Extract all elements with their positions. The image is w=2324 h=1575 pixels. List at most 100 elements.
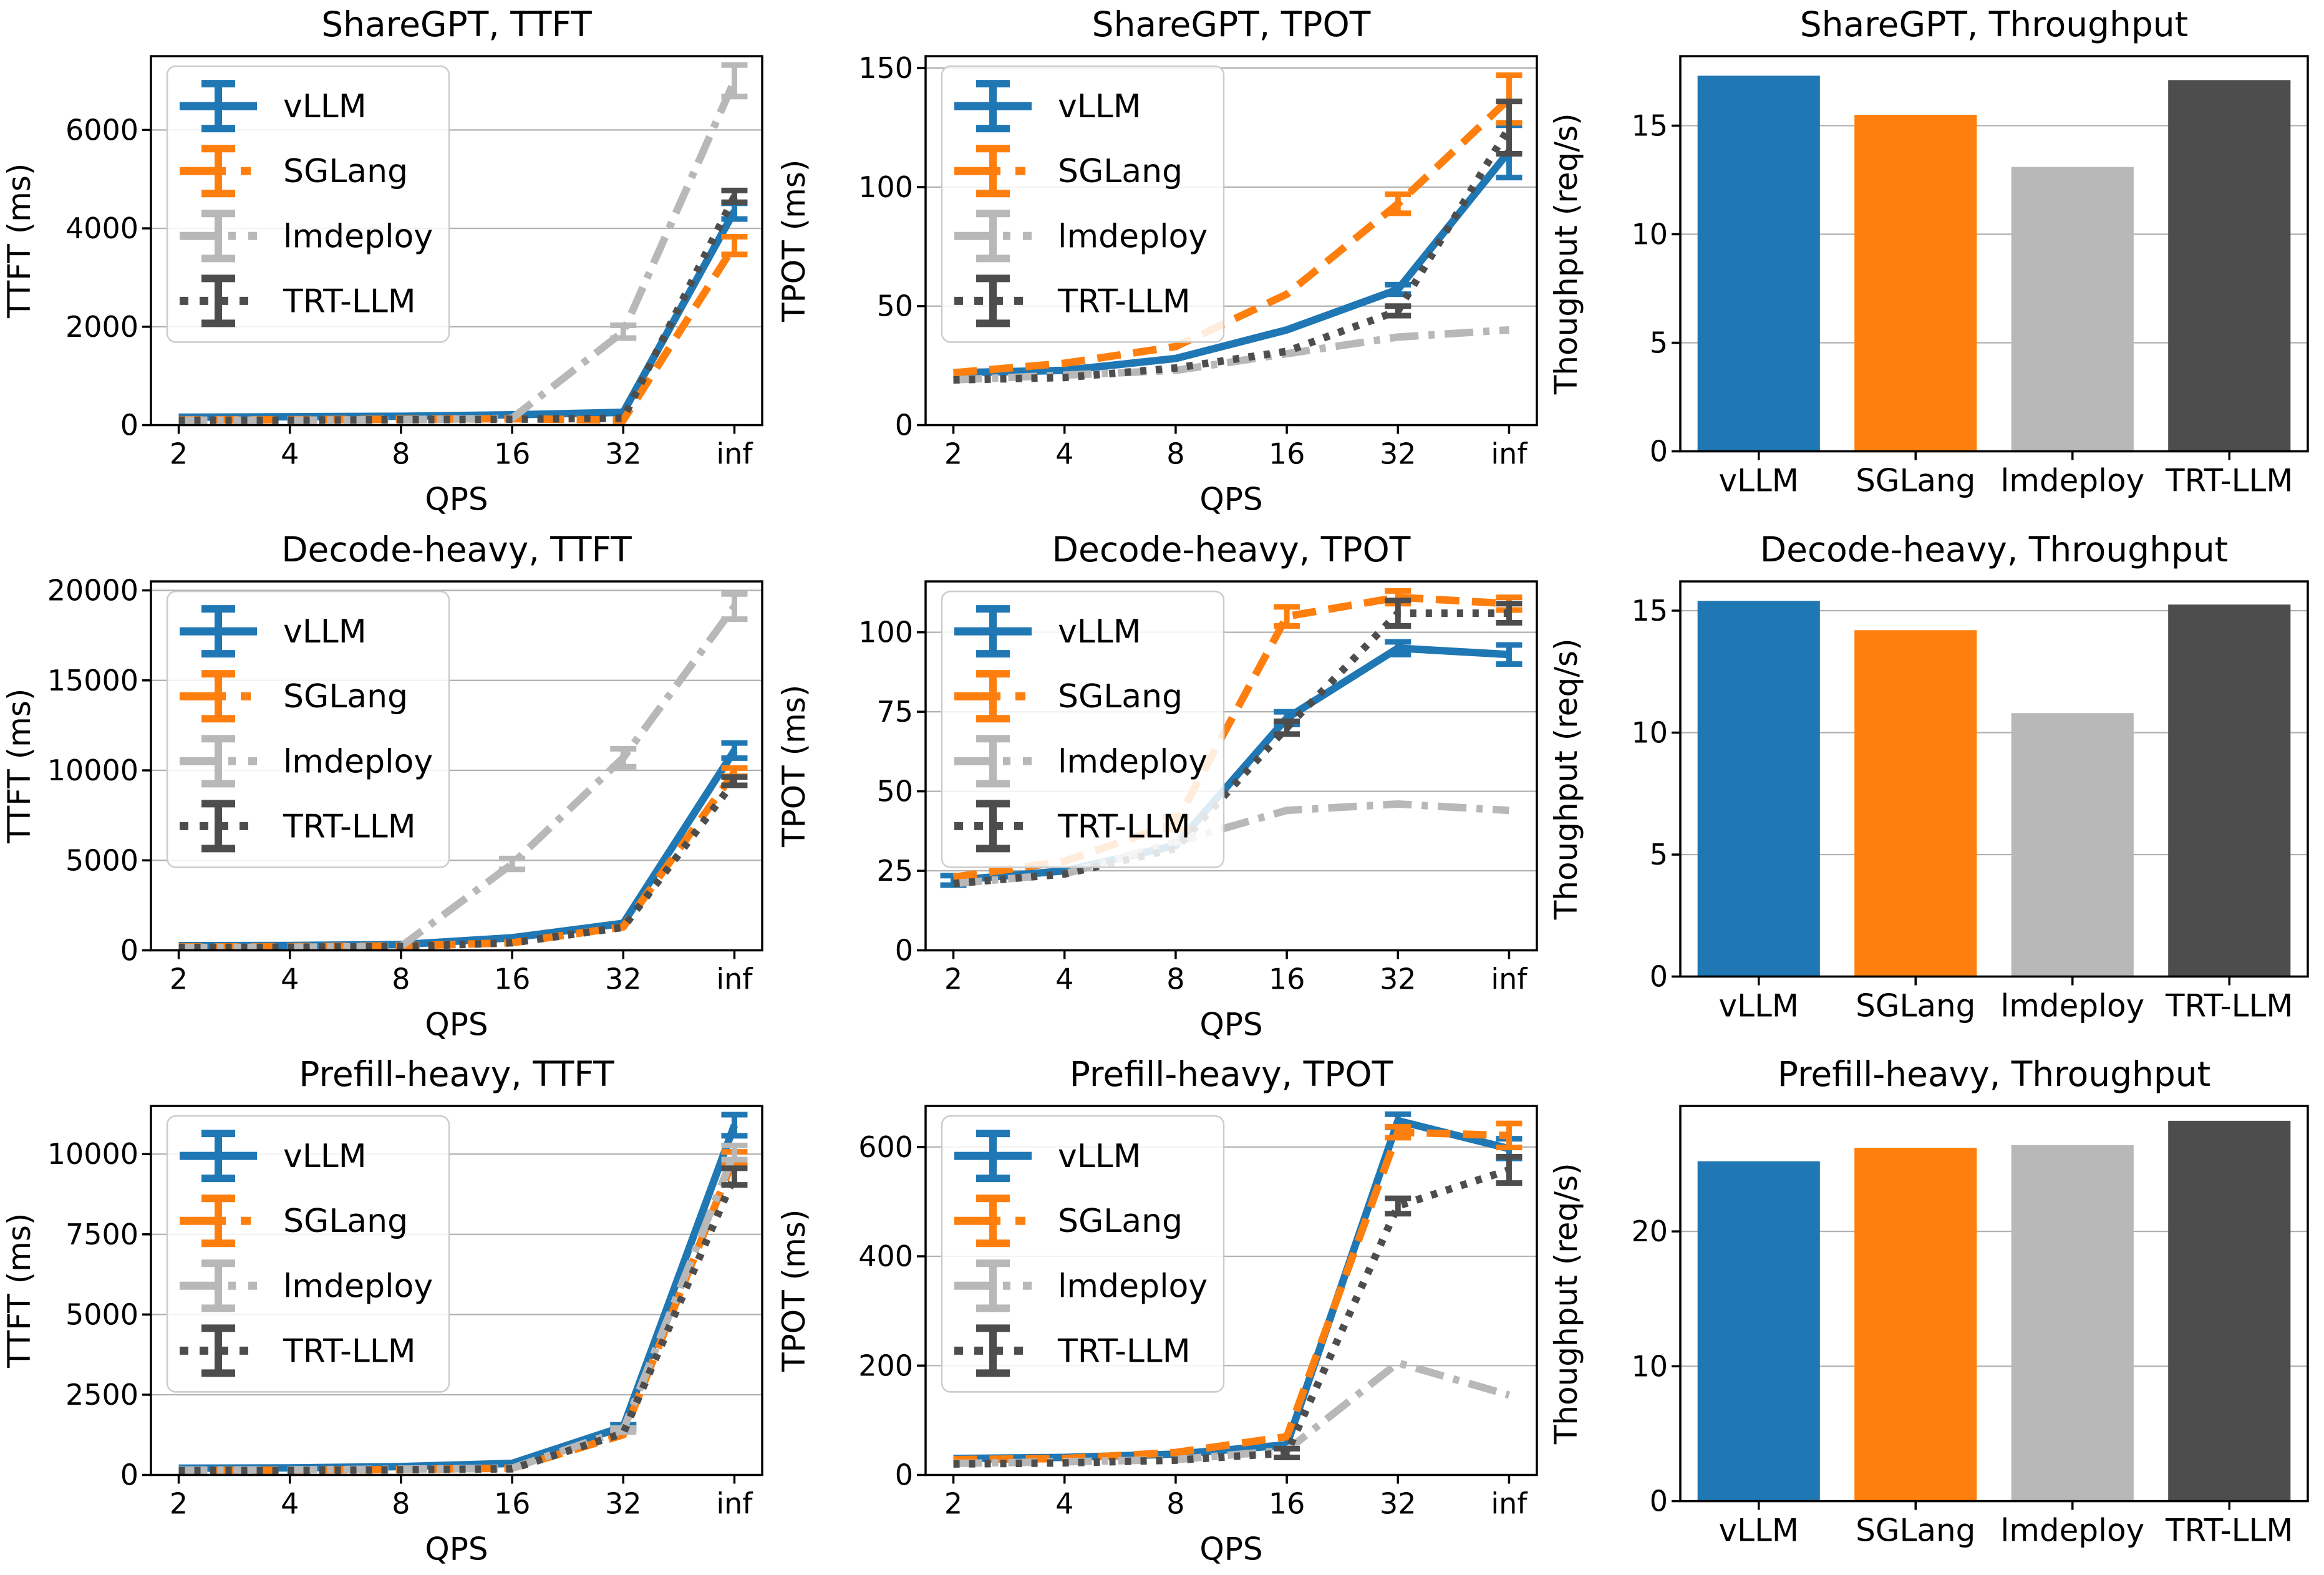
legend-glyph-trt-llm: [180, 274, 257, 327]
y-tick-label: 150: [858, 51, 913, 85]
legend-label-trt-llm: TRT-LLM: [1057, 283, 1191, 320]
legend-label-trt-llm: TRT-LLM: [283, 283, 416, 320]
chart-sharegpt-tpot: 2 4 8 16 32 inf QPS 0 50 100 150 TPOT (ms) ShareGPT,…: [775, 0, 1549, 525]
legend-glyph-trt-llm: [954, 800, 1032, 853]
line-chart-svg: 2 4 8 16 32 inf QPS 0 2000 4000 6000 TTFT (ms) Share…: [1, 4, 763, 518]
legend-glyph-lmdeploy: [180, 734, 257, 787]
legend-glyph-trt-llm: [954, 274, 1032, 327]
error-bar-lmdeploy: [721, 62, 748, 100]
error-bar-sglang: [721, 233, 748, 258]
series-line-trt-llm: [953, 125, 1513, 384]
error-bar-sglang: [1385, 191, 1411, 216]
error-bar-vllm: [1496, 642, 1523, 667]
series-line-vllm: [953, 148, 1513, 377]
x-tick-label: 4: [1055, 437, 1073, 471]
axes-frame: [150, 1105, 763, 1476]
x-tick-label: 16: [1269, 1487, 1305, 1521]
legend-label-sglang: SGLang: [283, 678, 408, 715]
x-axis-label: QPS: [425, 1531, 488, 1568]
y-tick-label: 10: [1631, 217, 1668, 251]
x-tick-label: 8: [392, 1487, 410, 1521]
x-tick-label: lmdeploy: [2000, 1513, 2144, 1549]
x-tick-label: TRT-LLM: [2165, 463, 2293, 499]
x-tick-label: inf: [1491, 437, 1528, 471]
y-tick-label: 15000: [47, 663, 138, 697]
axes-frame: [150, 55, 763, 427]
error-bar-lmdeploy: [721, 1143, 748, 1163]
series-line-sglang: [953, 96, 1512, 377]
y-tick-label: 0: [895, 409, 913, 442]
chart-title: Decode-heavy, TTFT: [281, 530, 632, 569]
legend-label-sglang: SGLang: [1058, 1203, 1183, 1241]
x-tick-label: 32: [605, 962, 642, 996]
series-line-lmdeploy: [953, 1359, 1511, 1468]
x-tick-label: 8: [392, 437, 410, 471]
legend-label-vllm: vLLM: [1058, 88, 1141, 125]
x-tick-label: inf: [1491, 1487, 1528, 1521]
series-line-trt-llm: [953, 1166, 1511, 1468]
x-tick-label: vLLM: [1719, 987, 1799, 1024]
error-bar-lmdeploy: [721, 591, 748, 622]
x-tick-label: lmdeploy: [2000, 463, 2144, 499]
x-tick-label: 32: [1380, 962, 1416, 996]
x-tick-label: TRT-LLM: [2165, 987, 2293, 1024]
axes-frame: [1679, 579, 2309, 977]
legend-label-vllm: vLLM: [283, 1138, 367, 1175]
legend-glyph-trt-llm: [954, 1324, 1032, 1377]
y-tick-label: 20000: [47, 573, 138, 607]
legend-glyph-sglang: [954, 145, 1032, 198]
x-tick-label: 2: [944, 437, 962, 471]
y-tick-label: 15: [1631, 109, 1668, 142]
x-tick-label: 8: [1166, 437, 1184, 471]
y-tick-label: 20: [1631, 1214, 1668, 1248]
y-tick-label: 50: [876, 289, 913, 323]
bar-sglang: [1854, 1148, 1977, 1501]
legend-glyph-vllm: [954, 80, 1032, 133]
legend-label-trt-llm: TRT-LLM: [283, 808, 416, 845]
chart-title: ShareGPT, TTFT: [321, 4, 592, 44]
legend-label-lmdeploy: lmdeploy: [283, 1268, 433, 1306]
legend-glyph-lmdeploy: [954, 210, 1032, 263]
axes-frame: [1679, 1105, 2309, 1503]
legend-glyph-lmdeploy: [954, 734, 1032, 787]
series-line-lmdeploy: [178, 79, 738, 424]
x-tick-label: TRT-LLM: [2165, 1513, 2293, 1549]
legend-glyph-lmdeploy: [954, 1259, 1032, 1312]
legend-box: [941, 65, 1225, 343]
y-axis-label: Thoughput (req/s): [1549, 638, 1584, 920]
chart-prefill-heavy-tpot: 2 4 8 16 32 inf QPS 0 200 400 600 TPOT (ms) Prefill-…: [775, 1050, 1549, 1575]
x-tick-label: 2: [170, 1487, 188, 1521]
error-bar-trt-llm: [1496, 600, 1523, 626]
x-tick-label: 4: [281, 437, 299, 471]
x-tick-label: 16: [494, 437, 531, 471]
x-tick-label: 16: [494, 962, 531, 996]
y-tick-label: 10: [1631, 715, 1668, 749]
error-bar-trt-llm: [721, 773, 748, 788]
chart-prefill-heavy-ttft: 2 4 8 16 32 inf QPS 0 2500 5000 7500 10000 TTFT (ms)…: [0, 1050, 775, 1575]
legend-label-sglang: SGLang: [1058, 678, 1183, 715]
legend-glyph-vllm: [954, 1130, 1032, 1183]
error-bar-lmdeploy: [610, 322, 637, 341]
y-tick-label: 7500: [65, 1218, 138, 1251]
y-tick-label: 25: [876, 854, 913, 888]
legend-glyph-sglang: [954, 669, 1032, 722]
chart-decode-heavy-tpot: 2 4 8 16 32 inf QPS 0 25 50 75 100 TPOT (ms) Decode-h…: [775, 525, 1549, 1050]
x-axis-label: QPS: [1199, 1531, 1262, 1568]
chart-title: Decode-heavy, TPOT: [1052, 530, 1411, 569]
error-bar-vllm: [721, 740, 748, 761]
x-tick-label: 4: [1055, 962, 1073, 996]
legend-glyph-sglang: [180, 145, 257, 198]
y-tick-label: 5000: [65, 1298, 138, 1332]
series-line-sglang: [953, 1128, 1509, 1464]
chart-title: Decode-heavy, Throughput: [1760, 530, 2229, 569]
y-tick-label: 0: [120, 409, 138, 442]
error-bar-sglang: [1496, 1120, 1523, 1151]
bar-trt-llm: [2168, 604, 2291, 977]
y-axis-label: Thoughput (req/s): [1549, 113, 1584, 395]
bar-chart-svg: vLLM SGLang lmdeploy TRT-LLM 0 10 20 Thoughput …: [1549, 1054, 2309, 1549]
line-chart-svg: 2 4 8 16 32 inf QPS 0 50 100 150 TPOT (ms) ShareGPT,…: [776, 4, 1538, 518]
error-bar-trt-llm: [721, 187, 748, 205]
legend-box: [941, 1115, 1225, 1393]
legend-label-vllm: vLLM: [1058, 1138, 1141, 1175]
legend-box: [166, 590, 450, 868]
